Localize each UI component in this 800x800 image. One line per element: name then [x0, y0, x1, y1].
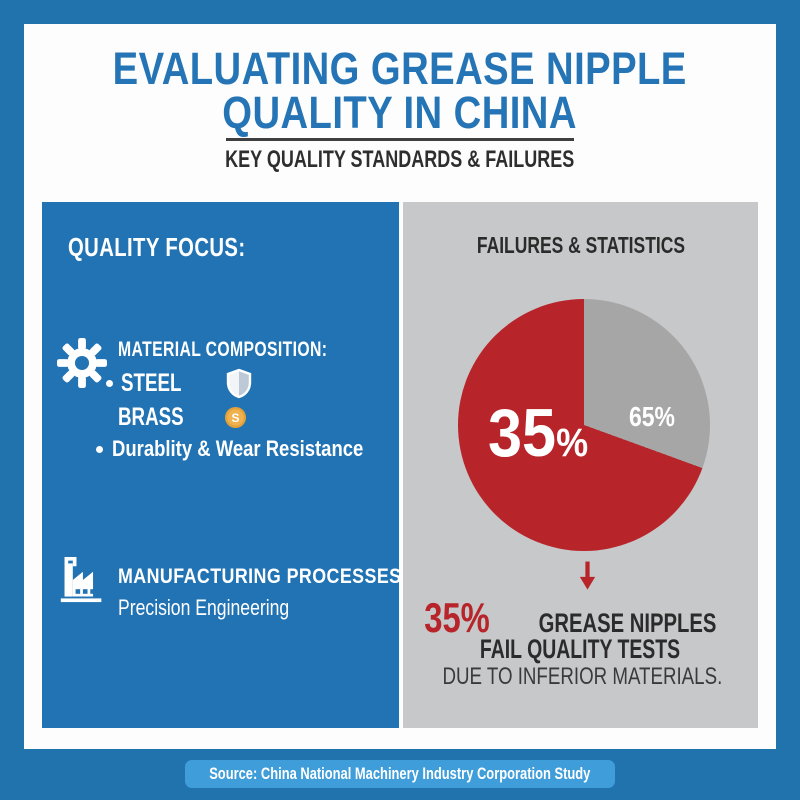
manufacturing-heading-wrap: MANUFACTURING PROCESSES: [118, 565, 459, 589]
coin-letter: S [231, 411, 239, 425]
callout-line1-wrap: 35% GREASE NIPPLES [403, 594, 758, 642]
callout-line2-wrap: FAIL QUALITY TESTS [403, 634, 758, 665]
quality-panel: QUALITY FOCUS: [42, 202, 407, 728]
source-text: Source: China National Machinery Industr… [209, 764, 591, 783]
subtitle: KEY QUALITY STANDARDS & FAILURES [225, 146, 575, 173]
steel-label: STEEL [121, 369, 182, 397]
pie-label-gray: 65% [629, 403, 685, 431]
title-line-1: EVALUATING GREASE NIPPLE [112, 43, 688, 94]
factory-icon [59, 552, 105, 613]
subtitle-wrap: KEY QUALITY STANDARDS & FAILURES [24, 146, 776, 174]
brass-label: BRASS [118, 403, 184, 431]
steel-row: STEEL [106, 368, 252, 399]
pie-gray-label: 65% [629, 401, 675, 432]
manufacturing-subtext-wrap: Precision Engineering [118, 595, 332, 621]
source-badge: Source: China National Machinery Industr… [185, 760, 615, 788]
durability-row: Durablity & Wear Resistance [96, 436, 411, 462]
main-title-line2-wrap: QUALITY IN CHINA [24, 90, 776, 135]
stats-heading: FAILURES & STATISTICS [476, 232, 685, 258]
gear-icon [57, 333, 107, 398]
callout-line3-wrap: DUE TO INFERIOR MATERIALS. [403, 663, 758, 691]
callout-line1: GREASE NIPPLES [538, 608, 716, 638]
pie-chart: 35% 65% [458, 299, 710, 551]
pie-red-number: 35 [488, 395, 557, 471]
manufacturing-subtext: Precision Engineering [118, 595, 290, 620]
bullet-dot [106, 380, 113, 387]
material-heading: MATERIAL COMPOSITION: [118, 338, 328, 361]
pie-label-red: 35% [488, 399, 599, 467]
inner-card: EVALUATING GREASE NIPPLE QUALITY IN CHIN… [24, 24, 776, 749]
quality-heading-wrap: QUALITY FOCUS: [68, 232, 296, 263]
bullet-dot [96, 445, 103, 453]
durability-label: Durablity & Wear Resistance [112, 436, 364, 461]
stats-panel: FAILURES & STATISTICS 35% 65% [403, 202, 758, 728]
manufacturing-heading: MANUFACTURING PROCESSES: [118, 565, 408, 588]
pie-red-unit: % [556, 421, 589, 465]
brass-row: BRASS S [118, 403, 247, 432]
down-arrow-icon [579, 561, 596, 596]
quality-heading: QUALITY FOCUS: [68, 232, 246, 262]
callout-stat: 35% [424, 594, 491, 641]
coin-icon: S [224, 406, 247, 429]
stats-heading-wrap: FAILURES & STATISTICS [403, 232, 758, 259]
title-line-2: QUALITY IN CHINA [222, 87, 578, 138]
shield-icon [226, 368, 252, 399]
callout-line3: DUE TO INFERIOR MATERIALS. [442, 663, 723, 690]
title-rule [226, 138, 574, 141]
main-title: EVALUATING GREASE NIPPLE [24, 46, 776, 91]
callout-line2: FAIL QUALITY TESTS [480, 634, 681, 664]
material-heading-wrap: MATERIAL COMPOSITION: [118, 338, 397, 362]
